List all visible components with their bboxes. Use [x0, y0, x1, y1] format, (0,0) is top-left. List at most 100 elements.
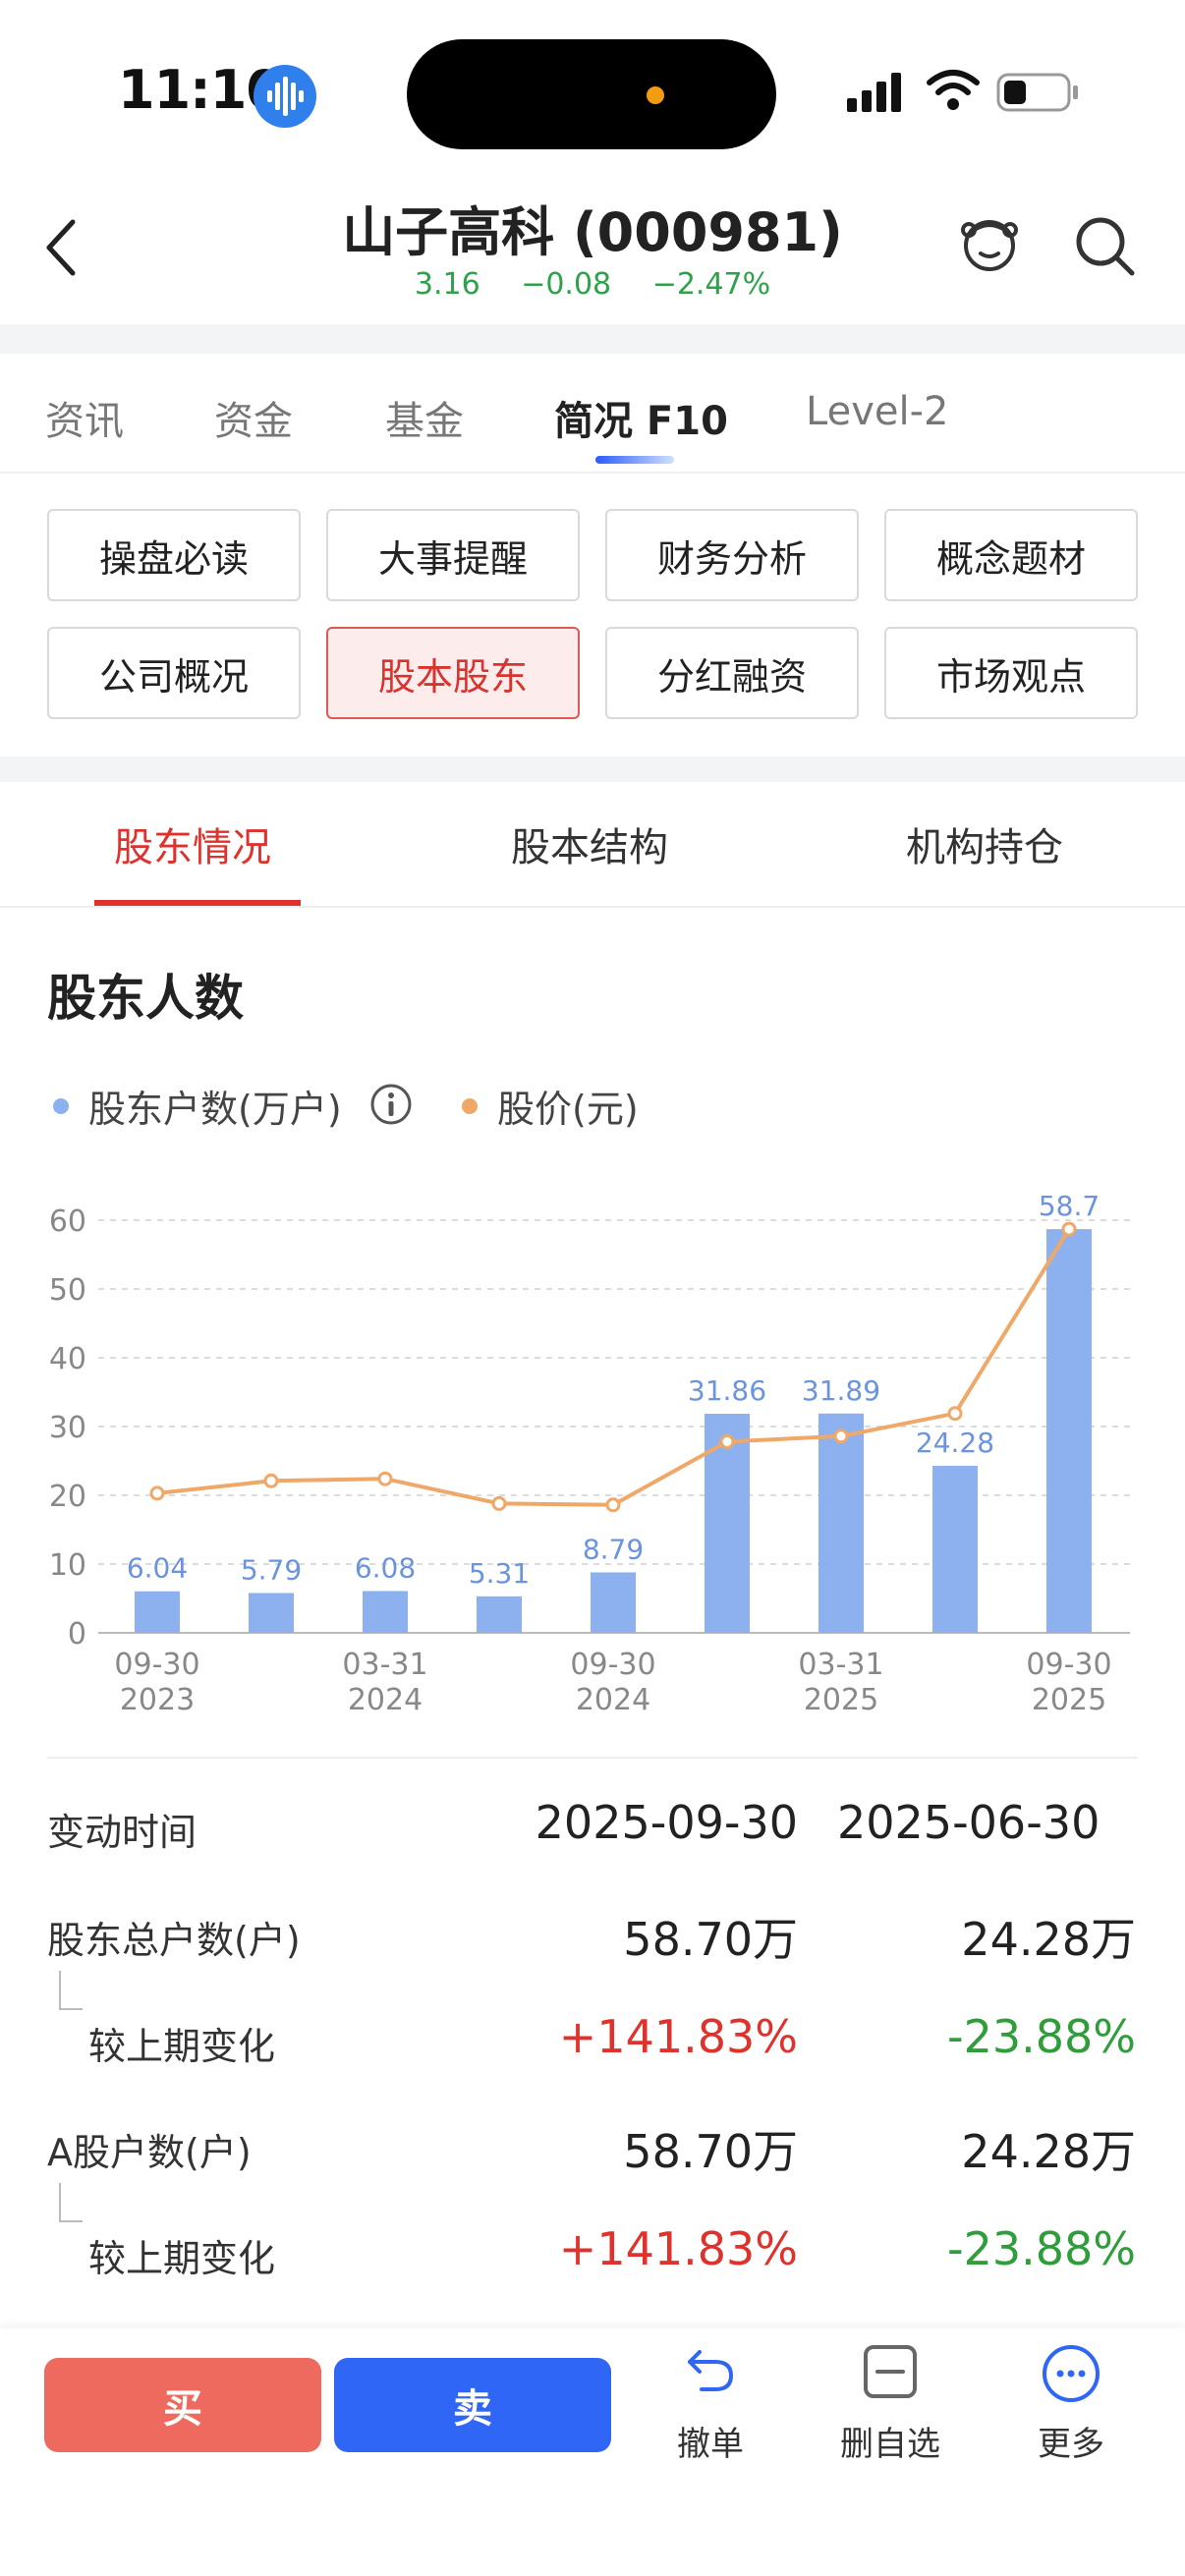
x-tick-label: 09-30	[114, 1648, 199, 1682]
bar-value-label: 24.28	[916, 1427, 994, 1459]
remove-watchlist-icon[interactable]	[863, 2344, 918, 2403]
tab-funds-flow[interactable]: 资金	[214, 399, 293, 444]
price-point	[377, 1471, 393, 1486]
price-point	[947, 1406, 963, 1422]
signal-icon	[847, 73, 904, 116]
y-tick-label: 60	[49, 1204, 86, 1239]
bar	[932, 1466, 978, 1633]
cancel-order-label[interactable]: 撤单	[677, 2425, 744, 2464]
btn-market-views[interactable]: 市场观点	[884, 627, 1138, 719]
tab-level2[interactable]: Level-2	[806, 389, 949, 434]
table-header-label: 变动时间	[47, 1811, 198, 1854]
dynamic-island	[407, 39, 776, 149]
legend-price: 股价(元)	[497, 1088, 639, 1131]
y-tick-label: 0	[68, 1617, 86, 1652]
info-icon[interactable]	[369, 1083, 413, 1130]
more-icon[interactable]	[1042, 2344, 1100, 2407]
bar-value-label: 8.79	[583, 1533, 644, 1565]
tab-f10[interactable]: 简况 F10	[554, 399, 728, 444]
price: 3.16	[414, 267, 480, 302]
row-a-change-col1: +141.83%	[558, 2222, 798, 2275]
tab-fund[interactable]: 基金	[385, 399, 464, 444]
y-tick-label: 40	[49, 1342, 86, 1376]
bar-value-label: 6.04	[127, 1552, 188, 1585]
bar-value-label: 5.79	[241, 1553, 302, 1586]
row-a-holders-col2: 24.28万	[961, 2125, 1136, 2178]
legend-swatch-holders	[53, 1098, 69, 1114]
x-tick-label: 09-30	[570, 1648, 655, 1682]
divider	[0, 906, 1185, 908]
row-total-change-col1: +141.83%	[558, 2010, 798, 2063]
remove-watchlist-label[interactable]: 删自选	[840, 2425, 940, 2464]
price-point	[263, 1473, 279, 1488]
bar	[591, 1572, 636, 1633]
tree-connector	[59, 1971, 83, 2010]
sell-button[interactable]: 卖	[334, 2358, 611, 2452]
bar-value-label: 5.31	[469, 1557, 530, 1590]
price-line	[156, 1228, 1071, 1507]
tab-active-indicator	[595, 456, 674, 464]
subtab-shareholders[interactable]: 股东情况	[114, 825, 271, 870]
x-tick-label: 09-30	[1026, 1648, 1111, 1682]
x-tick-year-label: 2023	[120, 1683, 195, 1717]
legend-holders: 股东户数(万户)	[88, 1088, 342, 1131]
bar-value-label: 31.89	[802, 1374, 880, 1407]
divider-band	[0, 324, 1185, 354]
row-a-change-label: 较上期变化	[88, 2237, 276, 2280]
x-tick-label: 03-31	[798, 1648, 883, 1682]
price-change-pct: −2.47%	[651, 267, 771, 302]
x-tick-year-label: 2024	[576, 1683, 650, 1717]
bar	[477, 1596, 522, 1633]
more-label[interactable]: 更多	[1038, 2425, 1104, 2464]
btn-concept-theme[interactable]: 概念题材	[884, 509, 1138, 601]
buy-button[interactable]: 买	[44, 2358, 321, 2452]
tree-connector	[59, 2183, 83, 2222]
price-point	[491, 1495, 507, 1511]
bar-value-label: 58.7	[1039, 1190, 1100, 1222]
divider-band	[0, 756, 1185, 782]
divider	[0, 472, 1185, 474]
row-total-holders-col1: 58.70万	[623, 1913, 798, 1966]
x-tick-year-label: 2025	[1032, 1683, 1106, 1717]
btn-company-profile[interactable]: 公司概况	[47, 627, 301, 719]
table-header-col2: 2025-06-30	[837, 1796, 1100, 1849]
price-point	[149, 1485, 165, 1501]
btn-equity-shareholders[interactable]: 股本股东	[326, 627, 580, 719]
subtab-equity-structure[interactable]: 股本结构	[511, 825, 668, 870]
privacy-indicator	[647, 86, 664, 104]
x-tick-label: 03-31	[342, 1648, 427, 1682]
bar	[249, 1593, 294, 1633]
y-tick-label: 30	[49, 1411, 86, 1445]
price-change: −0.08	[521, 267, 612, 302]
bar-value-label: 6.08	[355, 1551, 416, 1584]
bar	[1046, 1229, 1092, 1633]
battery-icon	[996, 73, 1081, 116]
search-icon[interactable]	[1073, 214, 1136, 281]
page-title: 山子高科 (000981)	[342, 201, 843, 263]
tab-news[interactable]: 资讯	[45, 399, 124, 444]
btn-event-reminder[interactable]: 大事提醒	[326, 509, 580, 601]
price-point	[1061, 1221, 1077, 1237]
row-a-holders-label: A股户数(户)	[47, 2131, 252, 2174]
bar	[363, 1591, 408, 1633]
btn-dividend-financing[interactable]: 分红融资	[605, 627, 859, 719]
row-total-holders-label: 股东总户数(户)	[47, 1919, 301, 1962]
bar	[818, 1413, 864, 1633]
undo-icon[interactable]	[684, 2344, 737, 2401]
y-tick-label: 20	[49, 1480, 86, 1514]
row-total-holders-col2: 24.28万	[961, 1913, 1136, 1966]
btn-trading-must-read[interactable]: 操盘必读	[47, 509, 301, 601]
price-point	[719, 1433, 735, 1449]
subtab-institutional-holdings[interactable]: 机构持仓	[906, 825, 1063, 870]
back-icon[interactable]	[43, 218, 79, 281]
price-quote: 3.16 −0.08 −2.47%	[0, 267, 1185, 302]
price-point	[833, 1428, 849, 1444]
table-header-col1: 2025-09-30	[535, 1796, 798, 1849]
y-tick-label: 50	[49, 1273, 86, 1308]
btn-financial-analysis[interactable]: 财务分析	[605, 509, 859, 601]
section-title: 股东人数	[47, 970, 244, 1027]
assistant-avatar-icon[interactable]	[957, 210, 1022, 279]
row-total-change-label: 较上期变化	[88, 2025, 276, 2068]
row-a-change-col2: -23.88%	[947, 2222, 1136, 2275]
